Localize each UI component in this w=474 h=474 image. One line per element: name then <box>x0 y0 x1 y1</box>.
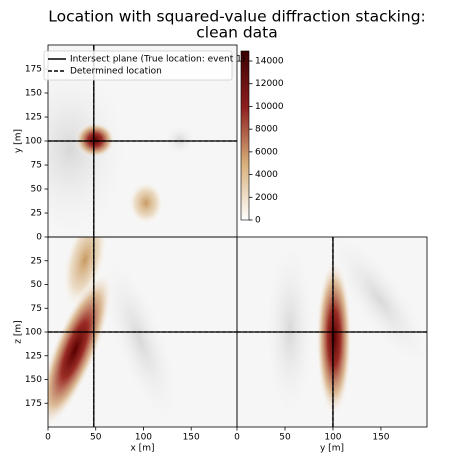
colorbar-tick-label: 4000 <box>255 170 278 180</box>
x-tick-label: 150 <box>183 433 200 443</box>
colorbar-tick-label: 10000 <box>255 102 284 112</box>
legend-label: Determined location <box>70 67 162 77</box>
y-tick-label: 50 <box>31 185 43 195</box>
y-tick-label: 50 <box>31 280 43 290</box>
y-tick-label: 75 <box>31 161 42 171</box>
legend-label: Intersect plane (True location: event 1) <box>70 55 245 65</box>
colorbar <box>240 50 250 221</box>
y-tick-label: 75 <box>31 304 42 314</box>
colorbar-tick-label: 0 <box>255 216 261 226</box>
y-tick-label: 25 <box>31 209 42 219</box>
colorbar-tick-label: 2000 <box>255 193 278 203</box>
legend: Intersect plane (True location: event 1)… <box>43 50 245 81</box>
colorbar-tick-label: 14000 <box>255 56 284 66</box>
y-tick-label: 100 <box>25 328 42 338</box>
y-tick-label: 150 <box>25 89 42 99</box>
colorbar-tick-label: 6000 <box>255 147 278 157</box>
x-tick-label: 0 <box>45 433 51 443</box>
y-tick-label: 175 <box>25 65 42 75</box>
y-tick-label: 0 <box>36 233 42 243</box>
y-tick-label: 175 <box>25 399 42 409</box>
x-tick-label: 0 <box>234 433 240 443</box>
y-axis-label: z [m] <box>14 320 24 343</box>
y-axis-label: y [m] <box>14 129 24 153</box>
colorbar-tick-label: 8000 <box>255 125 278 135</box>
title-line: clean data <box>196 24 278 42</box>
yz-image <box>237 237 427 427</box>
y-tick-label: 25 <box>31 256 42 266</box>
x-tick-label: 50 <box>279 433 291 443</box>
y-tick-label: 150 <box>25 375 42 385</box>
title-line: Location with squared-value diffraction … <box>48 8 426 26</box>
x-tick-label: 100 <box>324 433 341 443</box>
y-tick-label: 125 <box>25 113 42 123</box>
colorbar-tick-label: 12000 <box>255 79 284 89</box>
x-tick-label: 100 <box>135 433 152 443</box>
y-tick-label: 125 <box>25 351 42 361</box>
x-tick-label: 150 <box>372 433 389 443</box>
x-tick-label: 50 <box>90 433 102 443</box>
xz-image <box>48 237 237 427</box>
x-axis-label: x [m] <box>131 444 155 454</box>
x-axis-label: y [m] <box>320 444 344 454</box>
y-tick-label: 100 <box>25 137 42 147</box>
